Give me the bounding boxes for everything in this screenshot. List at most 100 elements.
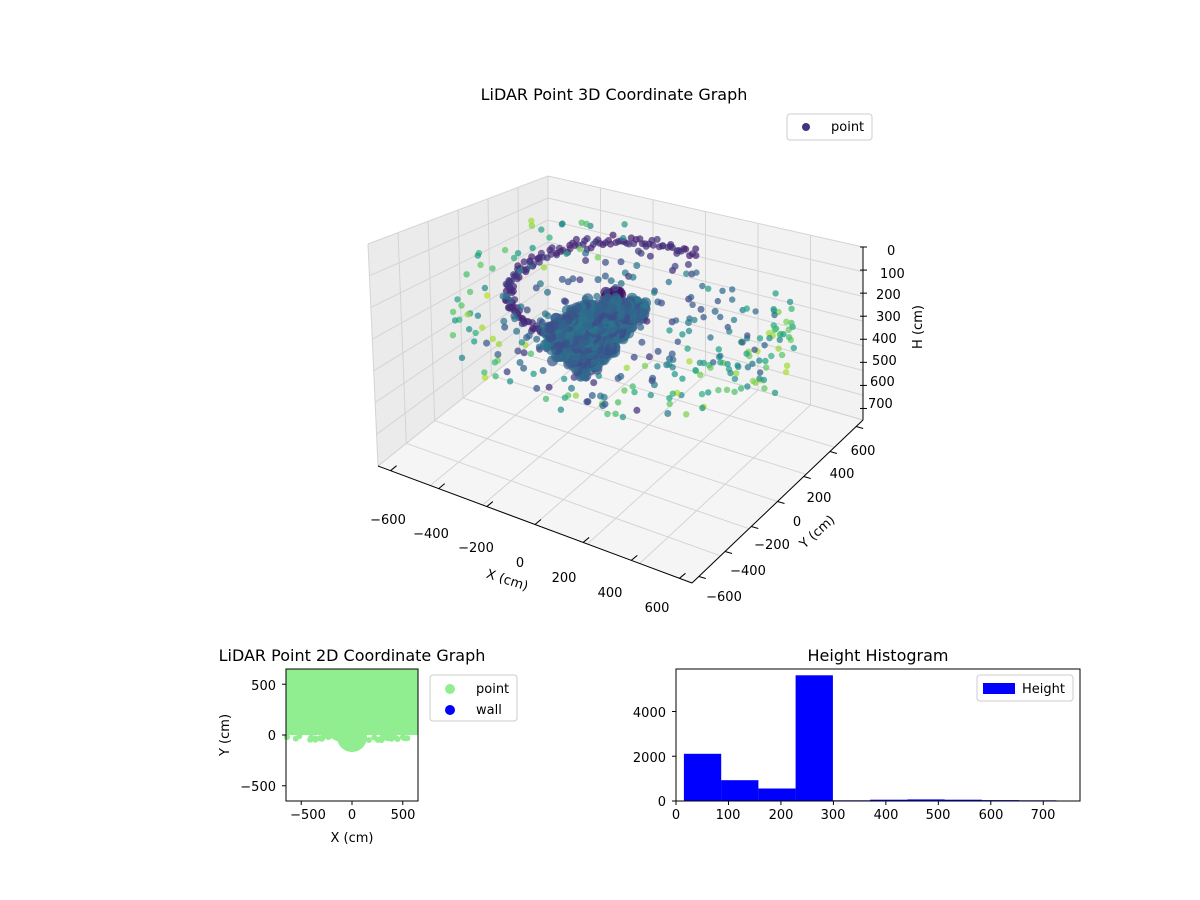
plot3d-point	[649, 374, 657, 382]
plot3d-point	[770, 306, 777, 313]
hist-x-tick-label: 0	[672, 808, 680, 823]
plot3d-point	[507, 297, 514, 305]
plot3d-point	[451, 317, 459, 324]
histogram-bar	[758, 788, 796, 801]
plot3d-point	[510, 283, 518, 291]
plot3d-point	[538, 226, 545, 233]
histogram: Height Histogram 0 100 200 300 400 500 6…	[633, 646, 1081, 823]
plot2d-legend-marker-wall	[445, 705, 455, 715]
plot3d-point	[650, 381, 658, 389]
x3d-tick-mark	[486, 501, 494, 507]
plot3d-point	[572, 392, 580, 399]
plot3d-point	[510, 254, 518, 262]
plot3d-point	[771, 389, 779, 396]
plot3d-point	[518, 320, 526, 328]
plot3d-point	[588, 392, 596, 399]
plot3d-point	[785, 334, 793, 341]
plot3d-point	[529, 325, 537, 333]
plot3d-point	[594, 276, 602, 284]
plot3d-point	[790, 344, 797, 352]
plot3d-y-ticks: 600 400 200 0 −200 −400 −600	[706, 444, 875, 605]
left-pane-gridline	[370, 219, 549, 308]
plot3d-point	[693, 269, 700, 276]
hist-x-tick-label: 700	[1031, 808, 1056, 823]
left-pane-gridline	[367, 175, 549, 245]
plot2d-points	[284, 669, 418, 753]
plot3d-point	[738, 338, 745, 346]
y2d-axis-label: Y (cm)	[218, 714, 233, 757]
plot2d-legend-label-point: point	[476, 682, 509, 697]
plot3d-point	[510, 312, 518, 320]
plot3d-point	[743, 305, 750, 312]
plot3d-point	[489, 265, 496, 272]
plot3d-point	[783, 362, 791, 369]
z3d-tick-label: 200	[876, 288, 901, 303]
plot3d-point	[710, 359, 717, 366]
plot3d-point	[520, 258, 528, 266]
plot3d-point	[757, 369, 764, 376]
plot3d-point	[520, 349, 528, 357]
plot3d-point	[607, 277, 615, 285]
plot3d-point	[630, 353, 638, 361]
plot3d-point	[756, 375, 763, 382]
plot3d-point	[503, 368, 511, 376]
plot3d-point	[674, 338, 681, 345]
plot3d-point	[583, 398, 591, 406]
plot3d-point	[733, 370, 740, 377]
plot3d-point	[600, 393, 608, 401]
plot3d-point	[629, 383, 636, 390]
histogram-legend-label: Height	[1022, 682, 1065, 697]
plot3d-point	[715, 386, 722, 394]
plot3d-point	[717, 359, 724, 366]
plot2d-tick-marks	[282, 683, 404, 805]
histogram-bar	[683, 753, 722, 801]
plot3d-point	[698, 390, 706, 398]
y3d-tick-label: 0	[793, 515, 801, 530]
plot3d-point	[601, 272, 609, 280]
plot3d-point	[602, 258, 609, 266]
plot3d-point	[672, 317, 680, 324]
plot3d-point	[506, 277, 514, 285]
point-marker	[394, 736, 401, 742]
plot3d-point	[484, 292, 491, 299]
plot3d-point	[601, 317, 609, 325]
plot3d-point	[492, 373, 499, 380]
histogram-bar	[907, 799, 945, 801]
plot3d-point	[540, 264, 548, 271]
plot3d-point	[629, 273, 637, 281]
plot3d-point	[576, 312, 588, 324]
plot3d-point	[541, 310, 549, 318]
plot3d-point	[474, 312, 482, 319]
plot3d-point	[528, 222, 536, 229]
x3d-tick-mark	[582, 537, 590, 543]
x3d-tick-mark	[630, 554, 638, 561]
x2d-tick-label: 500	[391, 808, 416, 823]
plot3d-point	[684, 345, 691, 352]
plot3d-point	[669, 390, 676, 397]
histogram-title: Height Histogram	[808, 646, 949, 665]
x2d-axis-label: X (cm)	[331, 831, 374, 846]
plot3d-point	[726, 328, 733, 335]
y3d-tick-mark	[698, 575, 706, 579]
plot3d-point	[744, 383, 751, 390]
plot3d-point	[558, 275, 566, 283]
plot3d-point	[599, 402, 607, 410]
plot3d-point	[542, 395, 550, 403]
plot3d-point	[516, 359, 524, 366]
plot3d-point	[614, 399, 622, 406]
plot3d-point	[594, 254, 602, 261]
plot3d-point	[776, 336, 783, 343]
point-marker	[312, 736, 319, 743]
plot3d-point	[655, 243, 663, 251]
plot3d-point	[714, 297, 721, 305]
plot3d-point	[617, 280, 625, 287]
plot3d-point	[687, 293, 695, 301]
plot3d-point	[558, 221, 566, 228]
plot3d-point	[604, 303, 616, 315]
histogram-bar	[944, 799, 982, 801]
left-pane-gridline	[369, 197, 549, 277]
plot3d-point	[679, 331, 686, 338]
plot3d-point	[495, 340, 503, 348]
plot3d-point	[472, 329, 479, 337]
